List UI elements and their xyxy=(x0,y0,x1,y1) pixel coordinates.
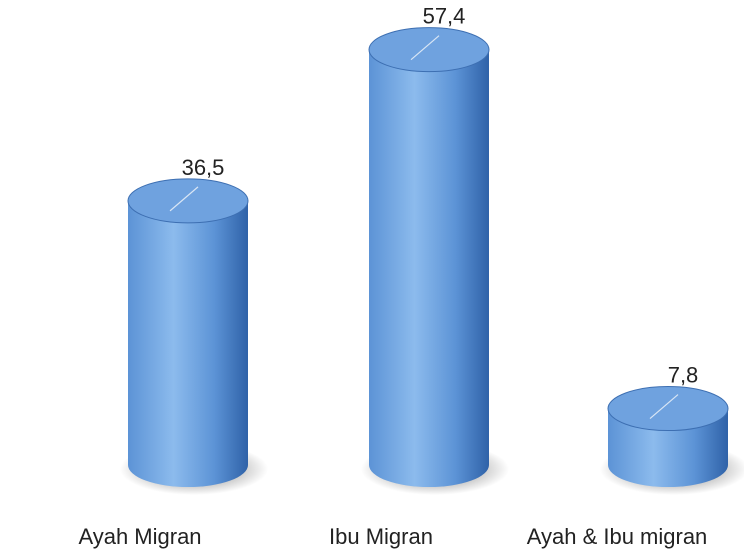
bar-top xyxy=(607,386,729,432)
bars xyxy=(127,27,729,488)
bar xyxy=(128,200,248,488)
category-label: Ayah Migran xyxy=(78,524,201,549)
value-leader-line xyxy=(410,35,440,61)
value-labels: 36,5 57,4 7,8 xyxy=(182,4,699,388)
value-label: 36,5 xyxy=(182,155,225,180)
value-label: 57,4 xyxy=(423,4,466,29)
bar xyxy=(369,49,489,488)
value-leader-line xyxy=(169,186,199,212)
bar-top xyxy=(127,178,249,224)
value-label: 7,8 xyxy=(668,363,699,388)
value-leader-line xyxy=(649,394,679,420)
category-label: Ibu Migran xyxy=(329,524,433,549)
category-label: Ayah & Ibu migran xyxy=(527,524,708,549)
category-labels: Ayah Migran Ibu Migran Ayah & Ibu migran xyxy=(78,524,707,549)
bar-top xyxy=(368,27,490,73)
